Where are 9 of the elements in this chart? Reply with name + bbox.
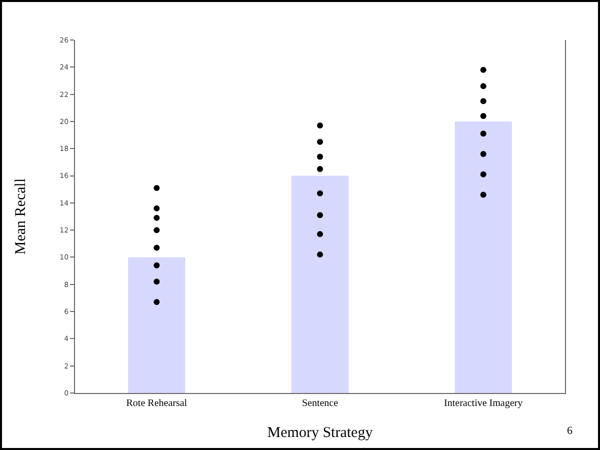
x-tick-label: Rote Rehearsal: [126, 398, 188, 409]
x-axis-title: Memory Strategy: [267, 425, 374, 441]
text: 6: [567, 425, 573, 437]
bar: [454, 121, 512, 393]
bar: [291, 176, 349, 393]
bar: [128, 257, 186, 393]
x-tick-label: Sentence: [302, 398, 339, 409]
y-axis-title: Mean Recall: [12, 178, 29, 255]
x-tick-label: Interactive Imagery: [444, 398, 523, 409]
